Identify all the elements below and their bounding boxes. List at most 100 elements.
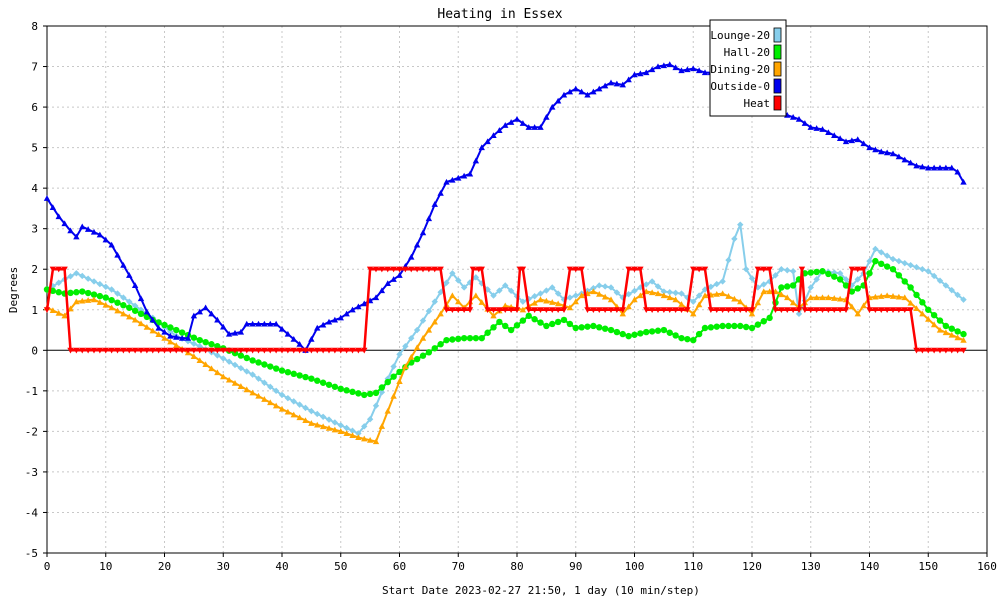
lounge-20-point bbox=[167, 328, 174, 335]
dining-20-point bbox=[690, 310, 697, 317]
dining-20-point bbox=[190, 353, 198, 359]
x-tick-label: 50 bbox=[334, 560, 347, 573]
dining-20-point bbox=[114, 307, 121, 314]
hall-20-point bbox=[343, 387, 350, 394]
hall-20-point bbox=[842, 282, 850, 289]
lounge-20-point bbox=[267, 383, 274, 390]
heat-point bbox=[208, 347, 215, 354]
heat-point bbox=[120, 347, 127, 354]
lounge-20-point bbox=[907, 261, 914, 269]
hall-20-point bbox=[296, 372, 303, 379]
hall-20-point bbox=[84, 289, 92, 297]
heat-point bbox=[842, 307, 850, 313]
hall-20-point bbox=[625, 332, 632, 340]
lounge-20-point bbox=[355, 430, 362, 437]
heat-point bbox=[854, 266, 861, 273]
lounge-20-point bbox=[73, 270, 80, 277]
heat-point bbox=[131, 347, 139, 354]
outside-0-point bbox=[108, 241, 115, 248]
dining-20-point bbox=[419, 334, 427, 341]
lounge-20-point bbox=[472, 274, 480, 281]
outside-0-point bbox=[795, 116, 803, 122]
lounge-20-point bbox=[731, 235, 738, 243]
heat-point bbox=[942, 347, 950, 354]
hall-20-point bbox=[355, 390, 362, 397]
lounge-20-point bbox=[772, 272, 779, 279]
heat-point bbox=[296, 347, 303, 354]
hall-20-point bbox=[131, 307, 139, 314]
heat-point bbox=[807, 307, 814, 313]
dining-20-point bbox=[889, 293, 897, 299]
outside-0-point bbox=[249, 320, 256, 327]
heat-point bbox=[531, 307, 538, 313]
lounge-20-point bbox=[390, 363, 397, 370]
outside-0-point bbox=[913, 162, 920, 169]
hall-20-point bbox=[196, 336, 203, 344]
heat-point bbox=[302, 347, 309, 354]
lounge-20-point bbox=[67, 273, 74, 280]
outside-0-point bbox=[507, 119, 515, 125]
outside-0-point bbox=[79, 223, 86, 230]
lounge-20-point bbox=[490, 292, 497, 299]
outside-0-point bbox=[84, 226, 92, 232]
dining-20-point bbox=[784, 294, 791, 301]
legend-swatch-hall-20 bbox=[773, 44, 782, 60]
hall-20-point bbox=[601, 325, 609, 332]
outside-0-point bbox=[378, 287, 386, 294]
heat-point bbox=[507, 307, 515, 313]
outside-0-point bbox=[684, 66, 691, 73]
dining-20-point bbox=[67, 305, 74, 312]
outside-0-point bbox=[842, 138, 850, 145]
hall-20-point bbox=[531, 316, 538, 323]
heat-point bbox=[202, 347, 209, 354]
dining-20-point bbox=[825, 294, 832, 301]
outside-0-point bbox=[643, 69, 650, 76]
heat-point bbox=[214, 347, 221, 354]
dining-20-point bbox=[813, 294, 820, 301]
dining-20-point bbox=[737, 298, 744, 305]
lounge-20-point bbox=[419, 317, 427, 324]
dining-20-point bbox=[220, 373, 227, 380]
lounge-20-point bbox=[114, 290, 121, 297]
heat-point bbox=[425, 266, 433, 273]
lounge-20-point bbox=[108, 286, 115, 293]
hall-20-point bbox=[813, 268, 820, 276]
dining-20-point bbox=[314, 421, 321, 428]
heat-point bbox=[590, 307, 597, 313]
outside-0-point bbox=[272, 320, 280, 327]
dining-20-point bbox=[948, 331, 955, 338]
dining-20-point bbox=[719, 290, 726, 297]
heat-point bbox=[49, 266, 57, 273]
lounge-20-point bbox=[695, 292, 703, 299]
hall-20-point bbox=[108, 296, 115, 304]
heat-point bbox=[278, 347, 286, 354]
lounge-20-point bbox=[361, 423, 368, 430]
outside-0-point bbox=[73, 233, 80, 240]
heat-point bbox=[155, 347, 162, 354]
dining-20-point bbox=[90, 296, 98, 303]
lounge-20-point bbox=[854, 276, 861, 283]
outside-0-point bbox=[878, 148, 885, 155]
hall-20-point bbox=[425, 349, 433, 356]
heat-point bbox=[390, 266, 397, 273]
lounge-20-point bbox=[778, 266, 785, 273]
hall-20-point bbox=[349, 388, 356, 396]
hall-20-point bbox=[372, 389, 380, 397]
lounge-20-point bbox=[948, 286, 955, 294]
outside-0-point bbox=[396, 272, 403, 278]
heat-point bbox=[402, 266, 409, 273]
heat-point bbox=[625, 266, 632, 273]
lounge-20-point bbox=[648, 278, 656, 285]
lounge-20-point bbox=[366, 416, 374, 423]
outside-0-point bbox=[231, 329, 239, 336]
outside-0-point bbox=[948, 164, 955, 171]
lounge-20-point bbox=[496, 287, 503, 294]
dining-20-point bbox=[102, 301, 109, 308]
hall-20-point bbox=[725, 322, 732, 330]
hall-20-point bbox=[390, 373, 397, 380]
hall-20-point bbox=[554, 318, 562, 326]
series-layer bbox=[43, 61, 967, 445]
dining-20-point bbox=[678, 301, 685, 307]
dining-20-point bbox=[537, 296, 544, 303]
